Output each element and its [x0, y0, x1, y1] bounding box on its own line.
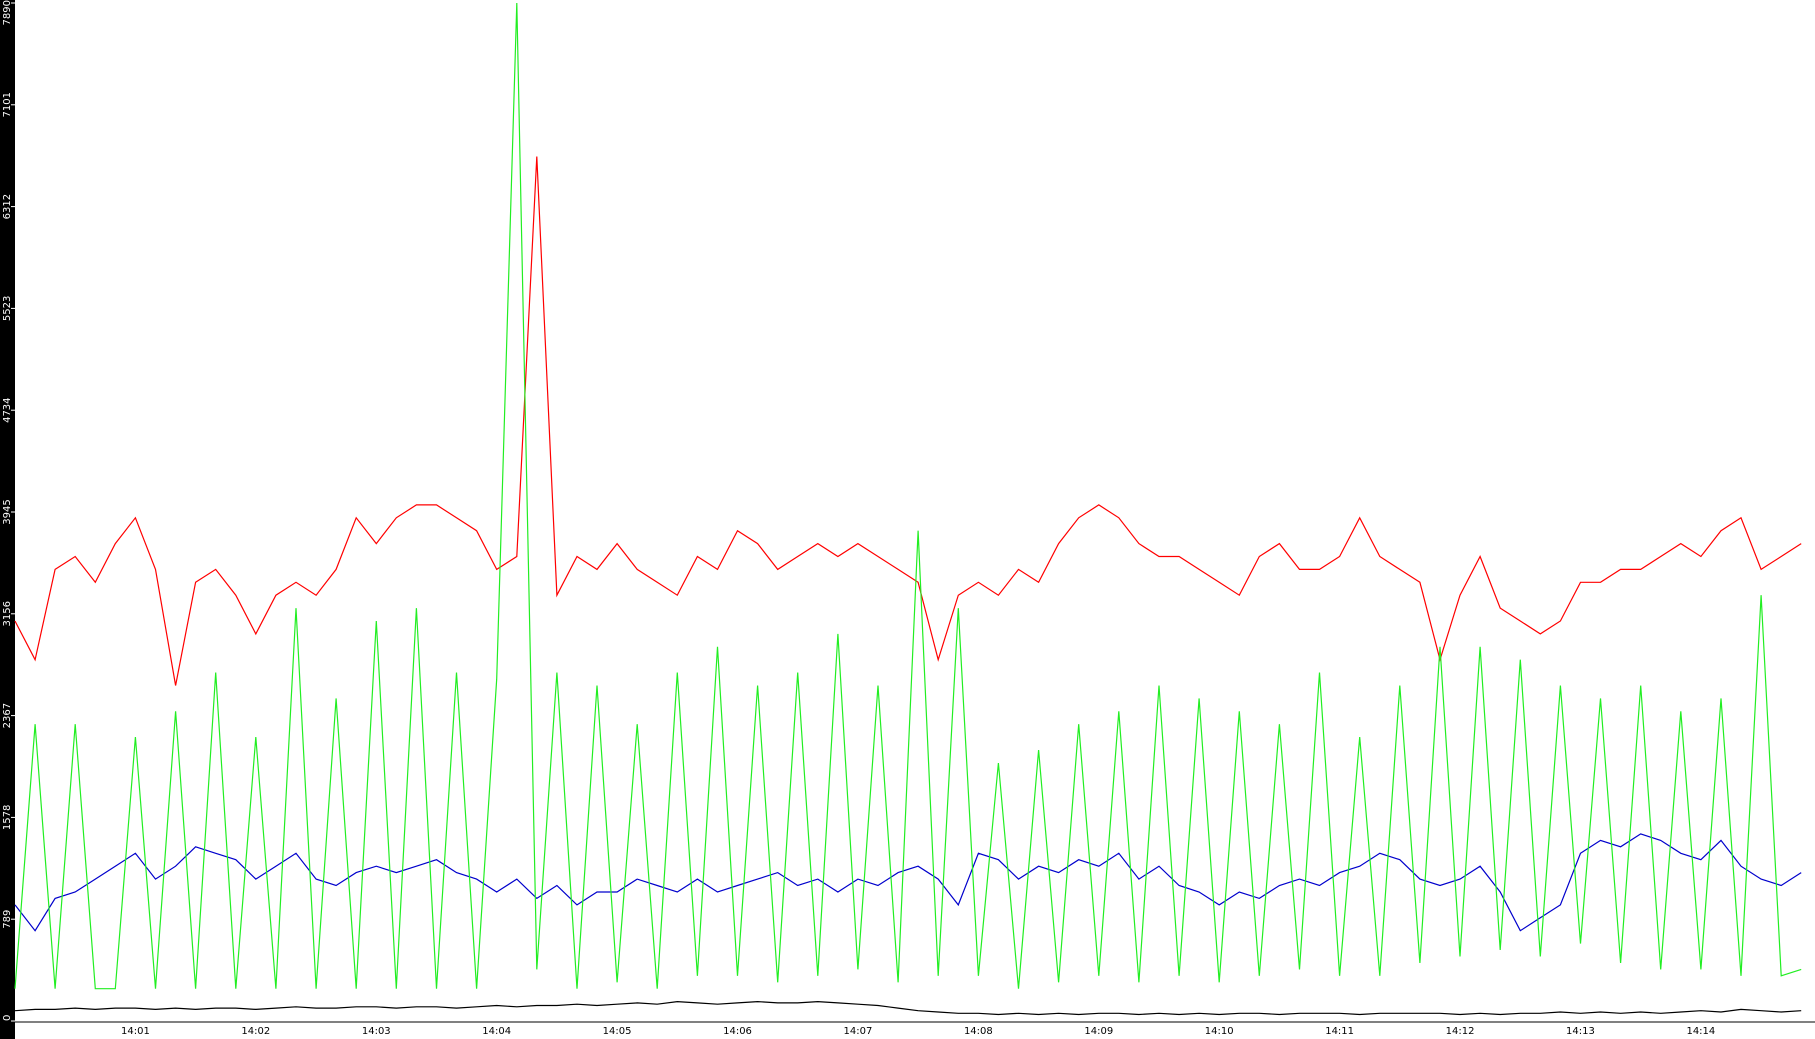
- x-tick-label: 14:02: [241, 1026, 270, 1037]
- y-tick-label: 0: [2, 1015, 13, 1021]
- x-tick-label: 14:11: [1325, 1026, 1354, 1037]
- y-tick-label: 3945: [2, 499, 13, 524]
- y-tick-label: 5523: [2, 296, 13, 321]
- x-tick-label: 14:04: [482, 1026, 511, 1037]
- series-line: [14, 2, 1802, 990]
- series-line: [14, 156, 1802, 686]
- x-tick-label: 14:05: [603, 1026, 632, 1037]
- y-tick-label: 4734: [2, 397, 13, 422]
- y-tick-label: 1578: [2, 805, 13, 830]
- y-tick-label: 6312: [2, 194, 13, 219]
- x-tick-label: 14:13: [1566, 1026, 1595, 1037]
- x-tick-label: 14:12: [1446, 1026, 1475, 1037]
- y-axis-strip: [0, 0, 15, 1039]
- y-tick-label: 7101: [2, 92, 13, 117]
- x-tick-label: 14:06: [723, 1026, 752, 1037]
- series-line: [14, 1000, 1802, 1016]
- x-tick-label: 14:03: [362, 1026, 391, 1037]
- x-tick-label: 14:09: [1084, 1026, 1113, 1037]
- x-tick-label: 14:08: [964, 1026, 993, 1037]
- x-tick-label: 14:10: [1205, 1026, 1234, 1037]
- y-tick-label: 2367: [2, 703, 13, 728]
- y-tick-label: 7890: [2, 0, 13, 25]
- x-tick-label: 14:01: [121, 1026, 150, 1037]
- x-tick-label: 14:14: [1686, 1026, 1715, 1037]
- y-tick-label: 789: [2, 910, 13, 929]
- x-tick-label: 14:07: [844, 1026, 873, 1037]
- y-tick-label: 3156: [2, 601, 13, 626]
